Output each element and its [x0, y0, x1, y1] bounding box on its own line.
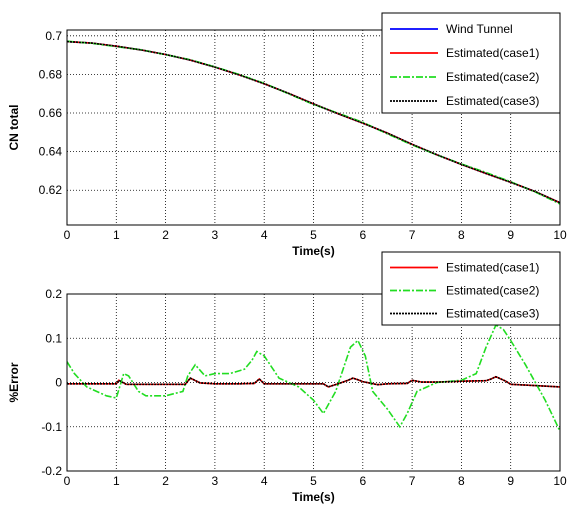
- x-tick-label: 0: [64, 228, 71, 242]
- series-line-estimated-case2-: [67, 323, 560, 432]
- y-tick-label: 0.68: [39, 67, 63, 81]
- x-tick-label: 7: [409, 474, 416, 488]
- y-tick-label: 0: [55, 376, 62, 390]
- x-tick-label: 0: [64, 474, 71, 488]
- legend-label: Estimated(case2): [446, 284, 539, 298]
- series-line-estimated-case3-: [67, 40, 560, 204]
- legend-label: Estimated(case3): [446, 307, 539, 321]
- y-tick-label: 0.1: [45, 331, 62, 345]
- x-tick-label: 7: [409, 228, 416, 242]
- legend-label: Estimated(case1): [446, 261, 539, 275]
- x-tick-label: 8: [458, 228, 465, 242]
- x-tick-label: 1: [113, 228, 120, 242]
- x-tick-label: 3: [212, 474, 219, 488]
- y-axis-label: %Error: [7, 362, 21, 402]
- x-tick-label: 1: [113, 474, 120, 488]
- y-tick-label: 0.64: [39, 145, 63, 159]
- x-tick-label: 2: [162, 474, 169, 488]
- y-tick-label: 0.7: [45, 29, 62, 43]
- x-tick-label: 10: [553, 474, 567, 488]
- x-tick-label: 6: [359, 228, 366, 242]
- x-tick-label: 4: [261, 228, 268, 242]
- x-axis-label: Time(s): [292, 244, 334, 258]
- x-tick-label: 5: [310, 474, 317, 488]
- series-line-estimated-case3-: [67, 375, 560, 388]
- x-tick-label: 5: [310, 228, 317, 242]
- x-tick-label: 9: [507, 474, 514, 488]
- y-tick-label: 0.62: [39, 183, 63, 197]
- legend-box: [381, 251, 561, 326]
- y-tick-label: 0.66: [39, 106, 63, 120]
- x-tick-label: 8: [458, 474, 465, 488]
- y-tick-label: -0.1: [41, 420, 62, 434]
- x-tick-label: 4: [261, 474, 268, 488]
- x-tick-label: 10: [553, 228, 567, 242]
- axes-box: [66, 293, 561, 472]
- x-axis-label: Time(s): [292, 490, 334, 504]
- legend-label: Estimated(case3): [446, 94, 539, 108]
- y-tick-label: 0.2: [45, 287, 62, 301]
- x-tick-label: 6: [359, 474, 366, 488]
- axes-box: [66, 29, 561, 226]
- y-axis-label: CN total: [7, 105, 21, 151]
- y-tick-label: -0.2: [41, 464, 62, 478]
- x-tick-label: 3: [212, 228, 219, 242]
- legend-label: Estimated(case2): [446, 70, 539, 84]
- chart-percent-error: 0 1 2 3 4 5 6 7 8 9 10 -0.2 -0.1 0 0.1 0.2 Time(s) %Error…: [7, 251, 567, 504]
- series-group: [67, 323, 560, 432]
- chart-cn-total: 0 1 2 3 4 5 6 7 8 9 10 0.62 0.64 0.66 0.68 0.7 Time(s) CN…: [7, 12, 567, 258]
- x-tick-label: 9: [507, 228, 514, 242]
- legend-label: Estimated(case1): [446, 46, 539, 60]
- series-group: [67, 40, 560, 205]
- legend-label: Wind Tunnel: [446, 22, 513, 36]
- x-tick-label: 2: [162, 228, 169, 242]
